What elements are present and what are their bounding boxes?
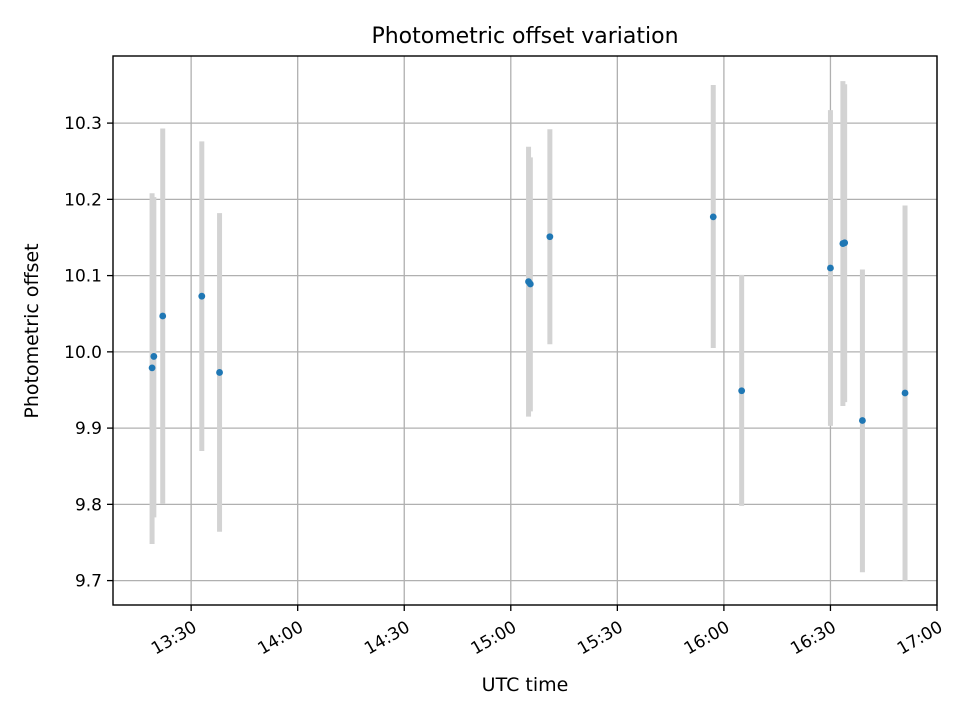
y-tick-label: 9.7 [75, 572, 102, 592]
data-point [827, 264, 834, 272]
y-axis-ticks: 9.7 9.8 9.9 10.0 10.1 10.2 10.3 [64, 114, 113, 592]
data-point [159, 312, 167, 320]
plot-frame [112, 55, 938, 606]
y-tick-label: 9.8 [75, 495, 102, 515]
data-point [738, 387, 746, 395]
data-point [859, 417, 866, 424]
plot-area [113, 56, 937, 605]
y-tick-label: 10.0 [64, 343, 102, 363]
y-axis-label: Photometric offset [21, 243, 43, 418]
data-point [150, 353, 158, 360]
data-point [841, 239, 849, 247]
data-point [709, 213, 717, 221]
y-tick-label: 10.2 [64, 190, 102, 210]
chart-title: Photometric offset variation [371, 24, 678, 49]
data-point [216, 369, 223, 376]
data-point [148, 364, 156, 372]
y-tick-label: 9.9 [75, 419, 102, 439]
data-point [901, 389, 909, 397]
data-points [148, 213, 909, 424]
data-point [546, 233, 554, 241]
y-tick-label: 10.1 [64, 267, 102, 287]
data-point [198, 292, 206, 300]
x-axis-label: UTC time [482, 674, 569, 696]
data-point [526, 280, 534, 288]
y-tick-label: 10.3 [64, 114, 102, 134]
